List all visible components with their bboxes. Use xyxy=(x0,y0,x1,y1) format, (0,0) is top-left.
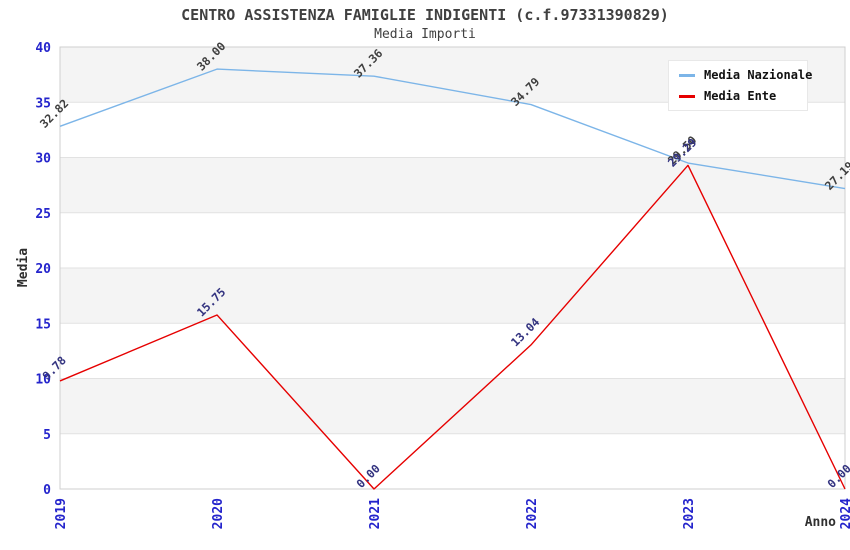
series-line-media-ente xyxy=(59,164,846,490)
plot-band xyxy=(60,433,845,489)
plot-band xyxy=(60,212,845,268)
legend-item-media-ente: Media Ente xyxy=(679,89,797,103)
x-tick-label: 2021 xyxy=(368,498,383,529)
y-tick-label: 30 xyxy=(35,152,51,167)
y-tick-label: 35 xyxy=(35,96,51,111)
y-tick-label: 25 xyxy=(35,207,51,222)
chart-title: CENTRO ASSISTENZA FAMIGLIE INDIGENTI (c.… xyxy=(181,6,669,24)
x-tick-label: 2022 xyxy=(525,498,540,529)
x-tick-label: 2023 xyxy=(682,498,697,529)
y-axis-title: Media xyxy=(16,247,32,288)
y-tick-label: 20 xyxy=(35,262,51,277)
legend-item-media-nazionale: Media Nazionale xyxy=(679,68,812,82)
y-tick-label: 10 xyxy=(35,373,51,388)
plot-band xyxy=(60,268,845,324)
plot-band xyxy=(60,102,845,158)
y-tick-label: 40 xyxy=(35,41,51,56)
plot-border xyxy=(59,46,846,490)
y-tick-label: 5 xyxy=(43,428,51,443)
legend-swatch-ente-icon xyxy=(679,94,695,98)
legend-label-nazionale: Media Nazionale xyxy=(704,68,813,82)
x-tick-label: 2020 xyxy=(211,498,226,529)
plot-band xyxy=(60,378,845,434)
x-axis-title: Anno xyxy=(804,515,836,530)
y-tick-label: 15 xyxy=(35,317,51,332)
x-tick-label: 2024 xyxy=(839,498,850,529)
chart-subtitle: Media Importi xyxy=(374,27,476,42)
plot-band xyxy=(60,323,845,379)
series-line-media-nazionale xyxy=(59,68,846,190)
legend-swatch-nazionale-icon xyxy=(679,73,695,77)
plot-band xyxy=(60,157,845,213)
x-tick-label: 2019 xyxy=(54,498,69,529)
legend-label-ente: Media Ente xyxy=(704,89,777,103)
chart-legend: Media Nazionale Media Ente xyxy=(668,60,812,111)
y-tick-label: 0 xyxy=(43,483,51,498)
